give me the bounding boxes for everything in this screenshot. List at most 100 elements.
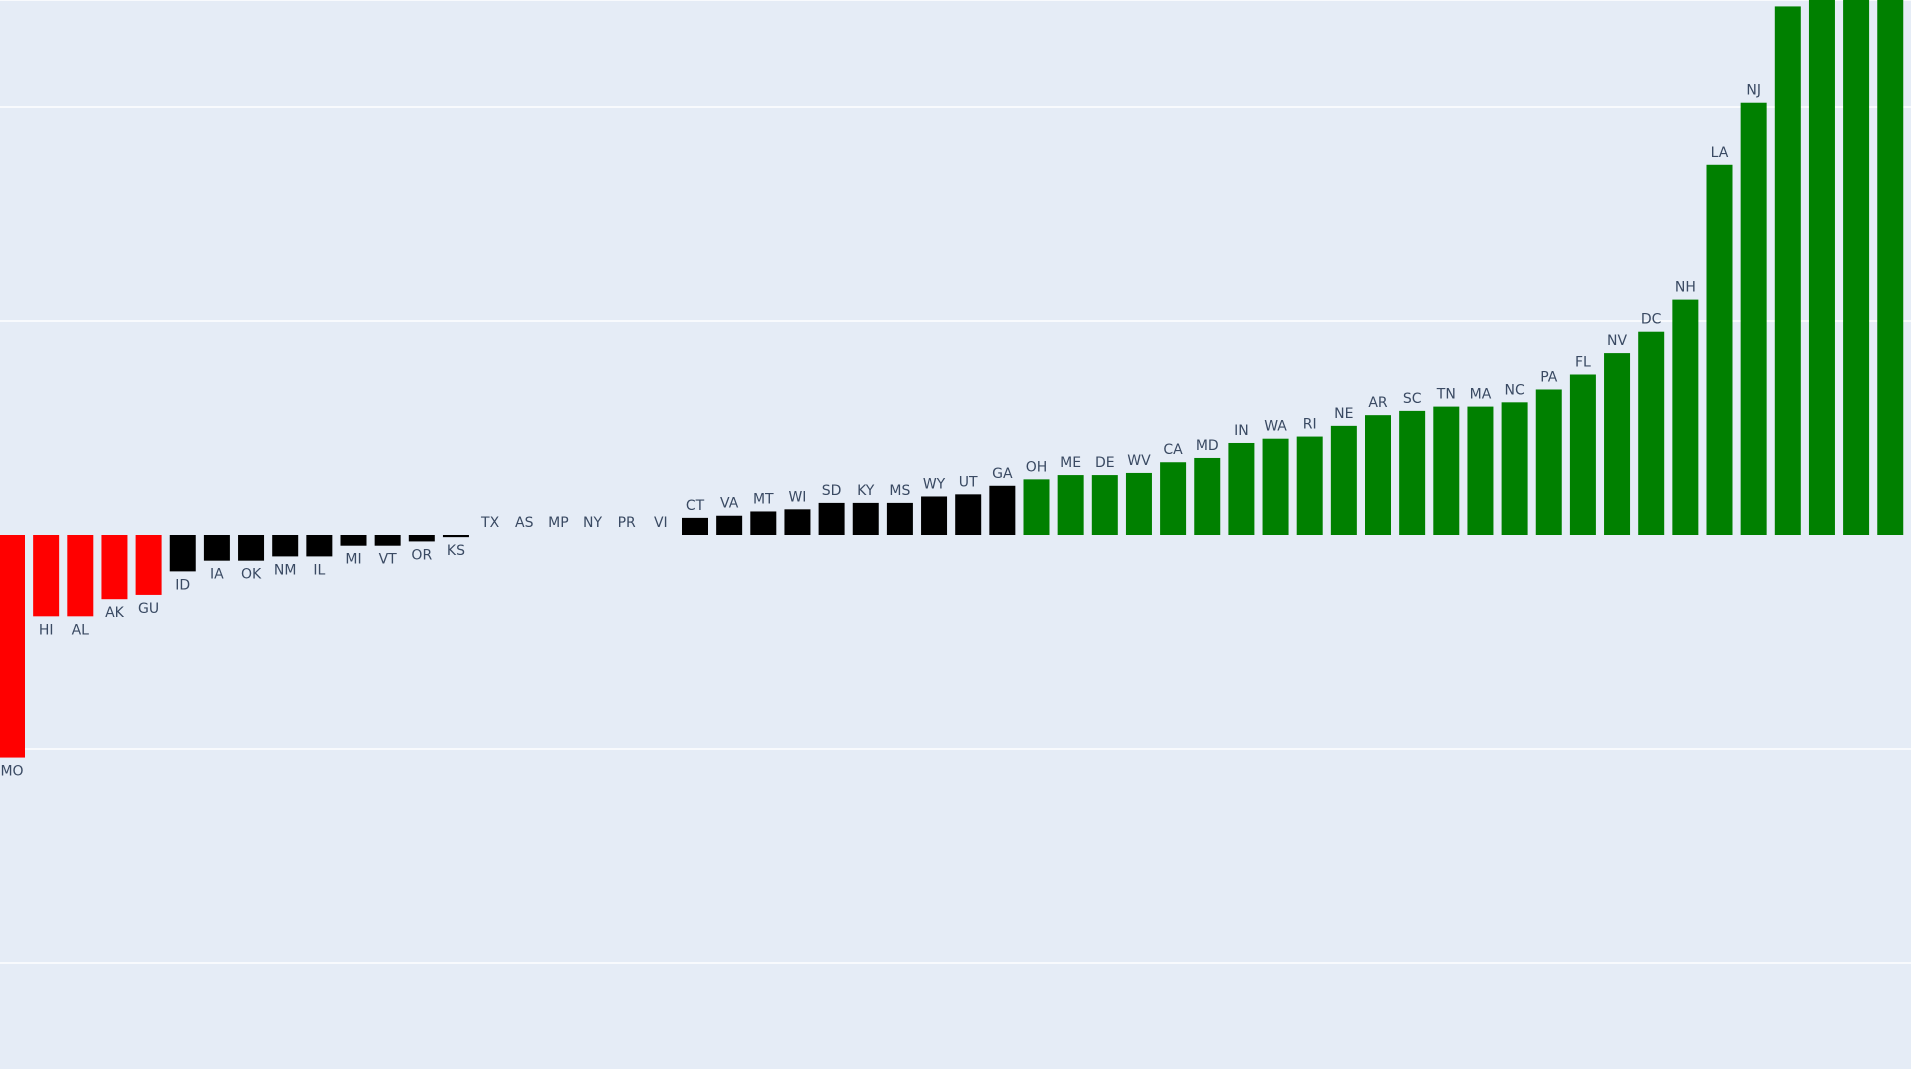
bar-UT	[955, 494, 982, 535]
bar-label-TN: TN	[1436, 387, 1456, 403]
bar-SD	[818, 502, 845, 535]
bar-label-MA: MA	[1470, 387, 1492, 403]
bar-ME	[1057, 475, 1084, 535]
bar-label-TX: TX	[480, 515, 500, 531]
bar-label-GA: GA	[992, 466, 1013, 482]
bar-label-DE: DE	[1095, 455, 1115, 471]
bar-label-WY: WY	[923, 476, 946, 492]
bar-label-IL: IL	[313, 562, 325, 578]
bar-label-FL: FL	[1575, 355, 1591, 371]
bar-label-PA: PA	[1540, 369, 1558, 385]
bar-label-VI: VI	[654, 515, 668, 531]
bar-IA	[203, 535, 230, 561]
bar-label-AK: AK	[105, 605, 125, 621]
bar-label-VT: VT	[379, 552, 398, 568]
bar-label-KY: KY	[857, 483, 875, 499]
bar-label-OH: OH	[1026, 459, 1048, 475]
bar-NE	[1330, 425, 1357, 535]
bar-NH	[1672, 299, 1699, 535]
bar-MI	[340, 535, 367, 546]
bar-unlabeled-54	[1843, 0, 1870, 535]
bar-VT	[374, 535, 401, 546]
bar-label-NH: NH	[1675, 280, 1696, 296]
bar-label-PR: PR	[618, 515, 636, 531]
bar-label-MP: MP	[548, 515, 569, 531]
bar-label-SD: SD	[822, 483, 842, 499]
bar-KS	[442, 535, 469, 538]
bar-label-AR: AR	[1368, 395, 1388, 411]
bar-label-DC: DC	[1641, 312, 1662, 328]
bar-PA	[1535, 389, 1562, 535]
bar-label-NJ: NJ	[1746, 83, 1761, 99]
bar-WA	[1262, 438, 1289, 535]
bar-WV	[1125, 472, 1152, 535]
bar-IN	[1228, 442, 1255, 535]
bar-label-ID: ID	[175, 577, 190, 593]
bar-NM	[272, 535, 299, 557]
bar-NV	[1604, 353, 1631, 535]
bars	[0, 0, 1904, 758]
bar-MO	[0, 535, 25, 758]
bar-GU	[135, 535, 162, 595]
bar-label-WI: WI	[788, 489, 806, 505]
bar-AK	[101, 535, 128, 600]
bar-WI	[784, 509, 811, 535]
bar-ID	[169, 535, 196, 572]
bar-MS	[886, 502, 913, 535]
bar-label-AS: AS	[515, 515, 534, 531]
bar-DE	[1091, 475, 1118, 535]
bar-label-OK: OK	[241, 567, 262, 583]
bar-LA	[1706, 164, 1733, 535]
bar-TN	[1433, 406, 1460, 535]
bar-label-KS: KS	[447, 543, 465, 559]
bar-MT	[750, 511, 777, 535]
bar-unlabeled-55	[1877, 0, 1904, 535]
bar-labels: MO HI AL AK GU ID IA OK NM IL MI VT OR KS TX AS MP NY PR VI…	[0, 83, 1761, 780]
bar-NC	[1501, 402, 1528, 535]
bar-label-MS: MS	[889, 483, 910, 499]
bar-label-NC: NC	[1504, 382, 1524, 398]
bar-label-HI: HI	[39, 622, 54, 638]
bar-label-OR: OR	[411, 547, 432, 563]
bar-unlabeled-52	[1774, 6, 1801, 536]
bar-label-IN: IN	[1234, 423, 1249, 439]
bar-label-NV: NV	[1607, 333, 1627, 349]
bar-AL	[67, 535, 94, 617]
bar-label-IA: IA	[210, 567, 224, 583]
bar-label-WV: WV	[1127, 453, 1151, 469]
bar-label-RI: RI	[1303, 417, 1317, 433]
bar-GA	[989, 485, 1016, 535]
bar-label-MD: MD	[1196, 438, 1219, 454]
bar-label-GU: GU	[138, 601, 159, 617]
bar-unlabeled-53	[1808, 0, 1835, 535]
bar-HI	[33, 535, 60, 617]
bar-MA	[1467, 406, 1494, 535]
bar-label-UT: UT	[959, 474, 978, 490]
bar-label-CA: CA	[1163, 442, 1183, 458]
bar-label-MT: MT	[753, 491, 774, 507]
bar-DC	[1638, 331, 1665, 535]
bar-label-AL: AL	[72, 622, 90, 638]
bar-WY	[921, 496, 948, 535]
bar-label-NY: NY	[583, 515, 602, 531]
bar-label-VA: VA	[720, 496, 739, 512]
bar-label-ME: ME	[1060, 455, 1081, 471]
bar-label-MO: MO	[0, 764, 23, 780]
bar-IL	[306, 535, 333, 557]
bar-KY	[852, 502, 879, 535]
bar-CA	[1160, 462, 1187, 535]
bar-CT	[682, 517, 708, 535]
bar-VA	[716, 515, 743, 535]
bar-SC	[1399, 410, 1426, 535]
bar-RI	[1296, 436, 1323, 535]
bar-label-WA: WA	[1264, 419, 1287, 435]
bar-FL	[1569, 374, 1596, 535]
bar-label-SC: SC	[1403, 391, 1422, 407]
bar-OR	[408, 535, 435, 542]
bar-label-MI: MI	[345, 552, 361, 568]
gridlines	[0, 0, 1911, 964]
bar-label-NE: NE	[1334, 406, 1353, 422]
bar-MD	[1194, 457, 1221, 535]
bar-OH	[1023, 479, 1050, 535]
